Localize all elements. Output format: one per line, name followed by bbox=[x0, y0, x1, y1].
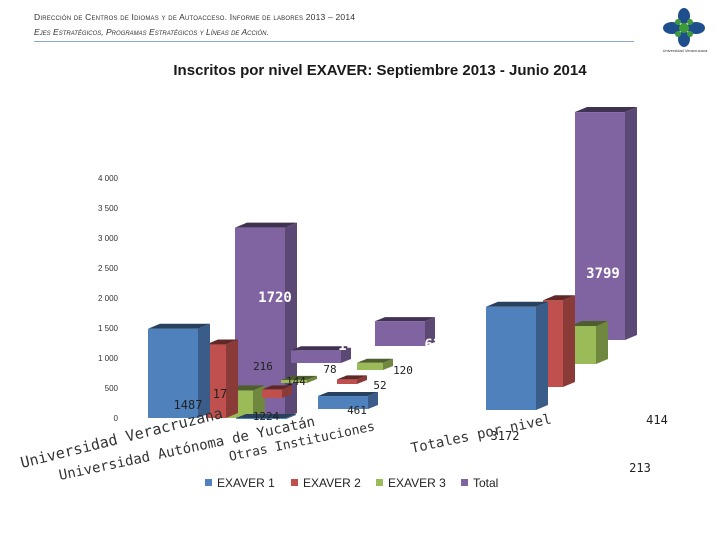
y-tick-label: 3 000 bbox=[98, 234, 119, 243]
bar-total-3-top bbox=[575, 107, 637, 113]
bar-exaver2-0-side bbox=[226, 339, 238, 418]
data-label-exaver2-0: 1224 bbox=[253, 410, 280, 423]
bar-exaver3-1-top bbox=[281, 375, 317, 380]
legend-label-total: Total bbox=[473, 476, 499, 490]
bar-exaver1-3-top bbox=[486, 301, 548, 307]
bar-exaver2-1-top bbox=[262, 385, 292, 390]
header-line-2: Ejes Estratégicos, Programas Estratégico… bbox=[34, 27, 269, 37]
data-label-exaver2-2: 78 bbox=[323, 363, 336, 376]
legend-exaver2: EXAVER 2 bbox=[291, 476, 361, 490]
bar-total-3-front bbox=[575, 112, 625, 340]
bar-total-1-side bbox=[341, 346, 351, 363]
legend-exaver1: EXAVER 1 bbox=[205, 476, 275, 490]
bar-exaver2-3-side bbox=[563, 295, 575, 387]
y-tick-label: 2 500 bbox=[98, 264, 119, 273]
legend-swatch-exaver1 bbox=[205, 479, 212, 486]
data-label-total-2: 414 bbox=[646, 413, 668, 427]
data-label-exaver3-2: 120 bbox=[393, 364, 413, 377]
chart-title: Inscritos por nivel EXAVER: Septiembre 2… bbox=[173, 62, 587, 79]
category-label-3: Totales por nivel bbox=[410, 411, 553, 456]
y-tick-label: 0 bbox=[114, 414, 119, 423]
legend-swatch-total bbox=[461, 479, 468, 486]
bar-exaver3-3-top bbox=[570, 321, 608, 327]
bar-exaver1-2-side bbox=[368, 392, 378, 409]
bar-exaver2-1-front bbox=[262, 389, 282, 398]
bar-exaver1-0-top bbox=[148, 323, 210, 329]
data-label-total-0: 3172 bbox=[491, 429, 520, 443]
legend-label-exaver2: EXAVER 2 bbox=[303, 476, 361, 490]
y-tick-label: 1 500 bbox=[98, 324, 119, 333]
bar-total-2-front bbox=[375, 321, 425, 346]
bar-exaver2-1-side bbox=[282, 385, 292, 398]
bar-exaver2-2-side bbox=[357, 375, 367, 384]
bar-exaver3-2-top bbox=[357, 358, 393, 363]
bar-exaver1-3-side bbox=[536, 301, 548, 410]
data-label-exaver3-3: 633 bbox=[424, 337, 449, 353]
bar-total-1-front bbox=[291, 350, 341, 363]
data-label-exaver1-3: 1720 bbox=[258, 290, 292, 306]
bar-exaver3-3-side bbox=[596, 321, 608, 364]
bar-exaver2-2-top bbox=[337, 375, 367, 380]
y-tick-label: 1 000 bbox=[98, 354, 119, 363]
bar-exaver1-1-side bbox=[286, 413, 296, 419]
legend-swatch-exaver3 bbox=[376, 479, 383, 486]
bar-total-2-top bbox=[375, 317, 435, 322]
y-tick-label: 3 500 bbox=[98, 204, 119, 213]
bar-exaver3-2-front bbox=[357, 362, 383, 370]
data-label-exaver3-1: 52 bbox=[373, 379, 386, 392]
bar-exaver3-2-side bbox=[383, 358, 393, 370]
y-tick-label: 2 000 bbox=[98, 294, 119, 303]
bar-total-0-top bbox=[235, 222, 297, 228]
bar-exaver3-1-front bbox=[281, 379, 307, 383]
data-label-exaver2-1: 144 bbox=[286, 375, 306, 388]
bar-exaver2-3-top bbox=[543, 295, 575, 301]
bar-exaver1-0-front bbox=[148, 328, 198, 418]
bar-total-1-top bbox=[291, 346, 351, 351]
data-label-total-3: 3799 bbox=[586, 266, 620, 282]
data-label-exaver1-2: 216 bbox=[253, 360, 273, 373]
bar-exaver1-0-side bbox=[198, 323, 210, 418]
bar-exaver2-0-top bbox=[206, 339, 238, 345]
bar-exaver1-3-front bbox=[486, 306, 536, 410]
bar-total-2-side bbox=[425, 317, 435, 346]
bar-exaver1-2-top bbox=[318, 392, 378, 397]
data-label-total-1: 213 bbox=[629, 461, 651, 475]
bar-exaver1-1-top bbox=[236, 413, 296, 418]
data-label-exaver2-3: 1446 bbox=[338, 338, 372, 354]
university-logo-icon bbox=[663, 8, 705, 47]
bar-exaver2-0-front bbox=[206, 344, 226, 418]
bar-total-3-side bbox=[625, 107, 637, 340]
bar-exaver3-1-side bbox=[307, 375, 317, 383]
bar-exaver2-2-front bbox=[337, 379, 357, 384]
legend-total: Total bbox=[461, 476, 498, 490]
legend-exaver3: EXAVER 3 bbox=[376, 476, 446, 490]
data-label-exaver3-0: 461 bbox=[347, 404, 367, 417]
data-label-exaver1-0: 1487 bbox=[174, 398, 203, 412]
data-label-exaver1-1: 17 bbox=[213, 387, 227, 401]
logo-caption: Universidad Veracruzana bbox=[662, 48, 708, 53]
legend-swatch-exaver2 bbox=[291, 479, 298, 486]
header-divider bbox=[34, 41, 634, 42]
header-line-1: Dirección de Centros de Idiomas y de Aut… bbox=[34, 12, 356, 22]
y-tick-label: 500 bbox=[105, 384, 119, 393]
bar-exaver1-2-front bbox=[318, 396, 368, 409]
legend-label-exaver3: EXAVER 3 bbox=[388, 476, 446, 490]
legend-label-exaver1: EXAVER 1 bbox=[217, 476, 275, 490]
bar-exaver1-1-front bbox=[236, 417, 286, 419]
y-tick-label: 4 000 bbox=[98, 174, 119, 183]
bar-total-0-side bbox=[285, 222, 297, 418]
